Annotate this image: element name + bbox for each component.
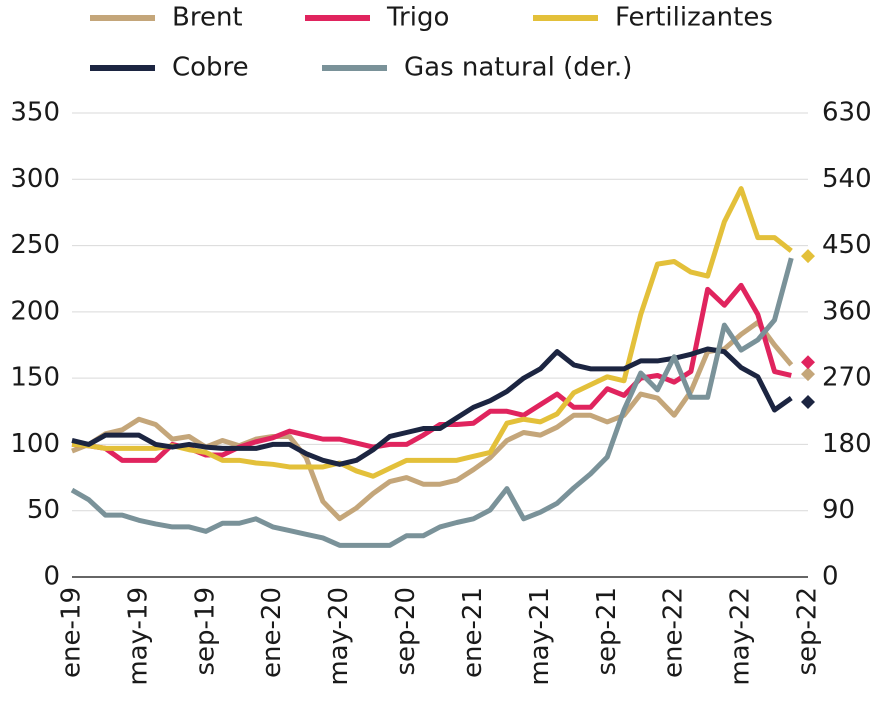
y2-tick-label: 360 <box>822 296 872 326</box>
x-tick-label: ene-19 <box>57 587 87 678</box>
y-tick-label: 150 <box>10 363 60 393</box>
x-tick-label: ene-20 <box>257 587 287 678</box>
y2-tick-label: 630 <box>822 98 872 128</box>
series-line <box>71 186 793 479</box>
legend-label: Cobre <box>172 53 249 83</box>
y2-tick-label: 450 <box>822 230 872 260</box>
y-tick-label: 100 <box>10 429 60 459</box>
end-marker <box>801 249 815 264</box>
legend-label: Fertilizantes <box>615 3 773 33</box>
y2-tick-label: 270 <box>822 363 872 393</box>
x-tick-label: sep-19 <box>190 587 220 676</box>
series-line <box>70 257 794 548</box>
y2-tick-label: 180 <box>822 429 872 459</box>
y2-tick-label: 0 <box>822 562 839 592</box>
y2-tick-label: 90 <box>822 495 855 525</box>
x-tick-label: ene-22 <box>659 587 689 678</box>
x-tick-label: sep-21 <box>592 587 622 676</box>
y-tick-label: 200 <box>10 296 60 326</box>
legend-label: Brent <box>172 3 243 33</box>
y2-tick-label: 540 <box>822 164 872 194</box>
x-tick-label: may-21 <box>525 587 555 686</box>
series-line <box>71 346 793 467</box>
x-tick-label: sep-20 <box>391 587 421 676</box>
y-tick-label: 300 <box>10 164 60 194</box>
y-tick-label: 350 <box>10 98 60 128</box>
end-marker <box>801 367 815 382</box>
y-tick-label: 0 <box>43 562 60 592</box>
y-tick-label: 50 <box>27 495 60 525</box>
legend-label: Trigo <box>386 3 449 33</box>
y-tick-label: 250 <box>10 230 60 260</box>
x-tick-label: ene-21 <box>458 587 488 678</box>
x-tick-label: sep-22 <box>793 587 823 676</box>
end-marker <box>801 395 815 410</box>
series-line <box>71 319 794 522</box>
legend-label: Gas natural (der.) <box>404 53 632 83</box>
end-marker <box>801 355 815 370</box>
x-tick-label: may-22 <box>726 587 756 686</box>
x-tick-label: may-19 <box>123 587 153 686</box>
x-tick-label: may-20 <box>324 587 354 686</box>
